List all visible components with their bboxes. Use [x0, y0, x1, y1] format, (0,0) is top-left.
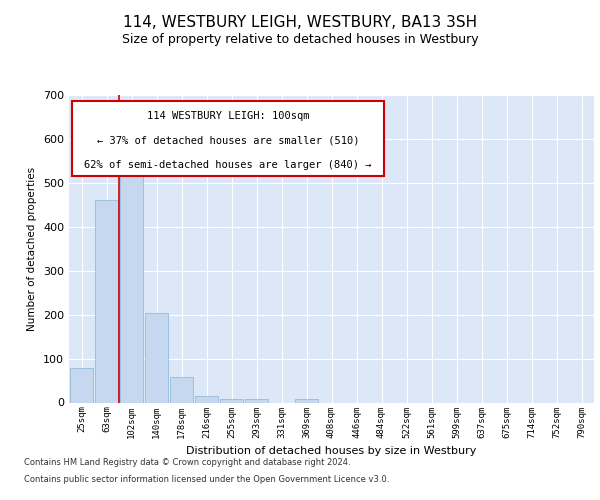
Text: 114, WESTBURY LEIGH, WESTBURY, BA13 3SH: 114, WESTBURY LEIGH, WESTBURY, BA13 3SH: [123, 15, 477, 30]
Text: Contains HM Land Registry data © Crown copyright and database right 2024.: Contains HM Land Registry data © Crown c…: [24, 458, 350, 467]
FancyBboxPatch shape: [71, 101, 384, 176]
Text: Size of property relative to detached houses in Westbury: Size of property relative to detached ho…: [122, 34, 478, 46]
Bar: [70, 368, 93, 402]
Bar: [195, 396, 218, 402]
X-axis label: Distribution of detached houses by size in Westbury: Distribution of detached houses by size …: [187, 446, 476, 456]
Bar: [145, 314, 168, 402]
Bar: [220, 398, 243, 402]
Bar: [245, 398, 268, 402]
Bar: [120, 162, 143, 402]
Y-axis label: Number of detached properties: Number of detached properties: [28, 166, 37, 331]
Text: 114 WESTBURY LEIGH: 100sqm: 114 WESTBURY LEIGH: 100sqm: [146, 111, 309, 121]
Text: 62% of semi-detached houses are larger (840) →: 62% of semi-detached houses are larger (…: [84, 160, 371, 170]
Text: Contains public sector information licensed under the Open Government Licence v3: Contains public sector information licen…: [24, 476, 389, 484]
Bar: [170, 378, 193, 402]
Bar: [95, 200, 118, 402]
Bar: [295, 398, 318, 402]
Text: ← 37% of detached houses are smaller (510): ← 37% of detached houses are smaller (51…: [97, 136, 359, 145]
